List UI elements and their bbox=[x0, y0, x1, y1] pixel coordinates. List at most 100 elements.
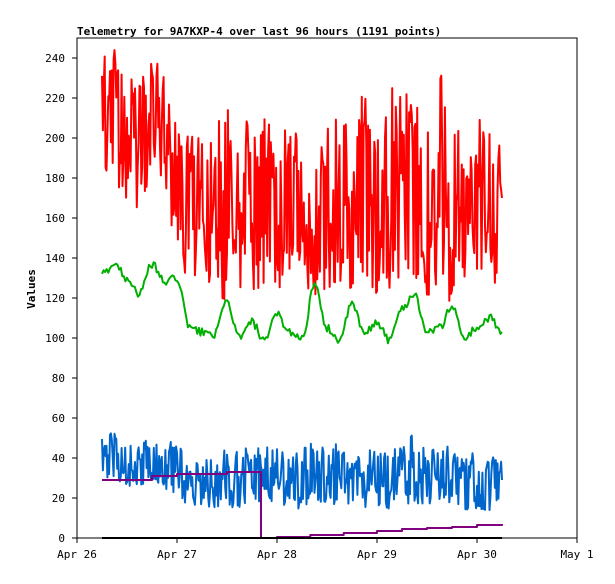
data-point bbox=[376, 481, 378, 483]
data-point bbox=[401, 477, 403, 479]
data-point bbox=[426, 527, 428, 529]
data-point bbox=[101, 273, 103, 275]
data-point bbox=[389, 207, 391, 209]
data-point bbox=[201, 197, 203, 199]
data-point bbox=[376, 530, 378, 532]
data-point bbox=[201, 331, 203, 333]
data-point bbox=[214, 483, 216, 485]
y-tick-label: 240 bbox=[45, 52, 65, 65]
data-point bbox=[301, 481, 303, 483]
data-point bbox=[201, 485, 203, 487]
data-point bbox=[314, 227, 316, 229]
data-point bbox=[151, 461, 153, 463]
data-point bbox=[464, 337, 466, 339]
y-tick-label: 40 bbox=[52, 452, 65, 465]
y-tick-label: 100 bbox=[45, 332, 65, 345]
data-point bbox=[309, 534, 311, 536]
data-point bbox=[264, 341, 266, 343]
data-point bbox=[276, 313, 278, 315]
series-0 bbox=[101, 49, 503, 302]
data-point bbox=[376, 321, 378, 323]
y-tick-label: 120 bbox=[45, 292, 65, 305]
data-point bbox=[501, 331, 503, 333]
data-point bbox=[501, 523, 503, 525]
series-line bbox=[101, 432, 503, 511]
data-point bbox=[239, 337, 241, 339]
y-tick-label: 140 bbox=[45, 252, 65, 265]
data-point bbox=[251, 321, 253, 323]
data-point bbox=[164, 281, 166, 283]
data-point bbox=[501, 479, 503, 481]
data-point bbox=[326, 481, 328, 483]
data-point bbox=[476, 483, 478, 485]
y-tick-label: 60 bbox=[52, 412, 65, 425]
data-point bbox=[339, 207, 341, 209]
data-point bbox=[101, 461, 103, 463]
y-tick-label: 180 bbox=[45, 172, 65, 185]
data-point bbox=[489, 317, 491, 319]
data-point bbox=[214, 333, 216, 335]
data-point bbox=[451, 526, 453, 528]
data-point bbox=[389, 485, 391, 487]
data-point bbox=[114, 263, 116, 265]
data-point bbox=[251, 477, 253, 479]
data-point bbox=[451, 227, 453, 229]
data-point bbox=[343, 532, 345, 534]
data-point bbox=[259, 471, 261, 473]
data-point bbox=[439, 177, 441, 179]
data-point bbox=[126, 277, 128, 279]
data-point bbox=[226, 471, 228, 473]
x-tick-label: Apr 28 bbox=[257, 548, 297, 561]
data-point bbox=[214, 217, 216, 219]
data-point bbox=[351, 487, 353, 489]
data-point bbox=[414, 293, 416, 295]
data-point bbox=[101, 479, 103, 481]
series-line bbox=[101, 261, 503, 345]
data-point bbox=[301, 207, 303, 209]
data-point bbox=[476, 327, 478, 329]
data-point bbox=[176, 473, 178, 475]
data-point bbox=[189, 327, 191, 329]
data-point bbox=[489, 217, 491, 219]
data-point bbox=[339, 475, 341, 477]
series-group bbox=[101, 49, 503, 539]
y-tick-label: 0 bbox=[58, 532, 65, 545]
data-point bbox=[439, 327, 441, 329]
y-tick-label: 20 bbox=[52, 492, 65, 505]
data-point bbox=[226, 207, 228, 209]
data-point bbox=[426, 483, 428, 485]
data-point bbox=[114, 457, 116, 459]
data-point bbox=[351, 303, 353, 305]
data-point bbox=[226, 481, 228, 483]
data-point bbox=[414, 475, 416, 477]
series-line bbox=[101, 49, 503, 302]
data-point bbox=[426, 331, 428, 333]
data-point bbox=[364, 483, 366, 485]
y-tick-label: 80 bbox=[52, 372, 65, 385]
data-point bbox=[426, 217, 428, 219]
data-point bbox=[126, 147, 128, 149]
data-point bbox=[139, 293, 141, 295]
x-axis-ticks: Apr 26 Apr 27 Apr 28 Apr 29 Apr 30 May 1 bbox=[57, 538, 594, 561]
x-tick-label: Apr 29 bbox=[357, 548, 397, 561]
data-point bbox=[364, 187, 366, 189]
data-point bbox=[251, 187, 253, 189]
data-point bbox=[301, 337, 303, 339]
data-point bbox=[126, 465, 128, 467]
data-point bbox=[139, 137, 141, 139]
data-point bbox=[401, 528, 403, 530]
series-2 bbox=[101, 432, 503, 511]
data-point bbox=[264, 207, 266, 209]
series-4 bbox=[101, 537, 502, 539]
data-point bbox=[326, 197, 328, 199]
data-point bbox=[401, 187, 403, 189]
data-point bbox=[389, 339, 391, 341]
data-point bbox=[364, 333, 366, 335]
data-point bbox=[114, 107, 116, 109]
data-point bbox=[101, 537, 103, 539]
series-line bbox=[102, 471, 503, 539]
data-point bbox=[476, 524, 478, 526]
data-point bbox=[289, 487, 291, 489]
